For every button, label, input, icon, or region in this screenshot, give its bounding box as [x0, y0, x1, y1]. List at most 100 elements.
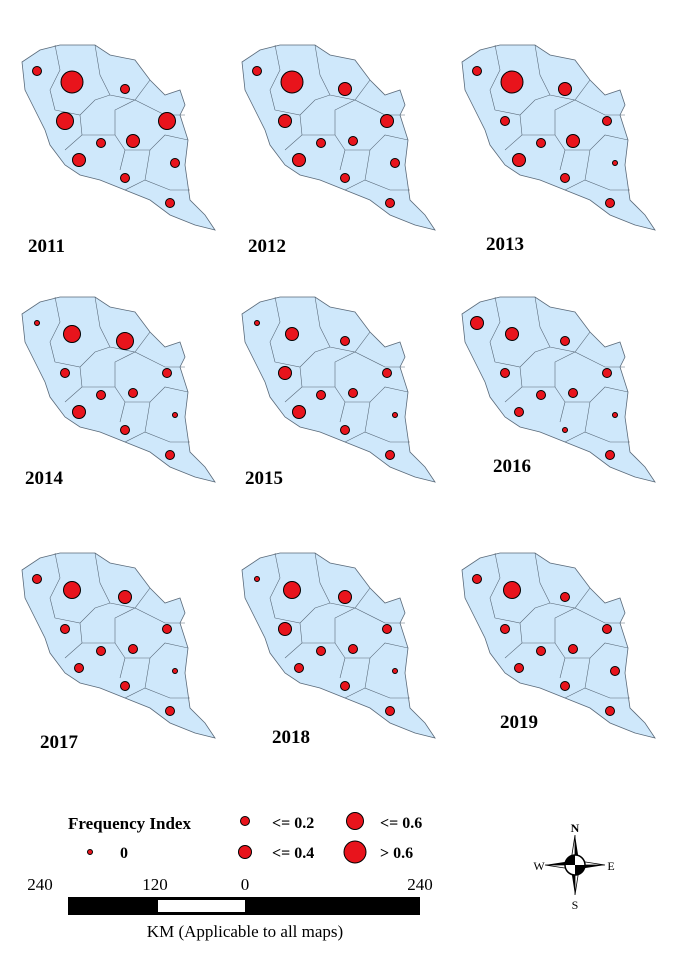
frequency-symbol: [338, 82, 352, 96]
frequency-symbol: [340, 173, 350, 183]
frequency-symbol: [96, 646, 106, 656]
frequency-symbol: [385, 450, 395, 460]
frequency-symbol: [338, 590, 352, 604]
scale-label: 0: [241, 875, 250, 894]
frequency-symbol: [605, 450, 615, 460]
frequency-symbol: [120, 84, 130, 94]
year-label: 2014: [25, 468, 64, 489]
frequency-symbol: [348, 388, 358, 398]
frequency-symbol: [382, 624, 392, 634]
frequency-symbol: [602, 624, 612, 634]
frequency-symbol: [560, 336, 570, 346]
frequency-symbol: [558, 82, 572, 96]
frequency-symbol: [120, 173, 130, 183]
scale-caption: KM (Applicable to all maps): [147, 922, 343, 941]
frequency-symbol: [120, 425, 130, 435]
compass-label: N: [571, 821, 580, 835]
frequency-symbol: [72, 153, 86, 167]
frequency-symbol: [610, 666, 620, 676]
frequency-symbol: [294, 663, 304, 673]
legend-symbol: [238, 845, 252, 859]
frequency-symbol: [340, 425, 350, 435]
frequency-symbol: [254, 576, 260, 582]
map-panel: 2015: [241, 296, 436, 489]
frequency-symbol: [385, 706, 395, 716]
year-label: 2013: [486, 234, 524, 255]
frequency-symbol: [348, 644, 358, 654]
basemap: [21, 552, 216, 739]
legend-symbol: [346, 812, 364, 830]
frequency-symbol: [165, 198, 175, 208]
frequency-symbol: [612, 160, 618, 166]
frequency-symbol: [32, 574, 42, 584]
basemap: [21, 296, 216, 483]
frequency-symbol: [63, 581, 81, 599]
year-label: 2012: [248, 236, 286, 257]
year-label: 2019: [500, 712, 538, 733]
frequency-symbol: [500, 624, 510, 634]
frequency-symbol: [254, 320, 260, 326]
frequency-symbol: [505, 327, 519, 341]
frequency-symbol: [60, 70, 84, 94]
frequency-symbol: [278, 114, 292, 128]
year-label: 2011: [28, 236, 65, 257]
frequency-symbol: [316, 390, 326, 400]
map-panel: 2017: [21, 552, 216, 753]
frequency-symbol: [128, 388, 138, 398]
frequency-symbol: [612, 412, 618, 418]
basemap: [241, 552, 436, 739]
scale-bar-segment: [158, 900, 245, 912]
frequency-symbol: [128, 644, 138, 654]
map-panel: 2011: [21, 44, 216, 257]
frequency-symbol: [72, 405, 86, 419]
frequency-symbol: [382, 368, 392, 378]
map-panel: 2012: [241, 44, 436, 257]
frequency-symbol: [170, 158, 180, 168]
year-label: 2017: [40, 732, 79, 753]
frequency-symbol: [56, 112, 74, 130]
frequency-symbol: [165, 706, 175, 716]
frequency-symbol: [536, 646, 546, 656]
frequency-symbol: [278, 622, 292, 636]
frequency-symbol: [560, 681, 570, 691]
compass-label: S: [572, 898, 579, 912]
frequency-symbol: [96, 390, 106, 400]
map-panel: 2013: [461, 44, 656, 255]
compass-label: E: [607, 859, 614, 873]
frequency-symbol: [472, 66, 482, 76]
frequency-symbol: [566, 134, 580, 148]
year-label: 2018: [272, 727, 310, 748]
frequency-symbol: [34, 320, 40, 326]
scale-label: 120: [142, 875, 168, 894]
frequency-symbol: [252, 66, 262, 76]
frequency-symbol: [120, 681, 130, 691]
frequency-symbol: [158, 112, 176, 130]
compass-label: W: [533, 859, 545, 873]
map-panel: 2014: [21, 296, 216, 489]
frequency-symbol: [568, 644, 578, 654]
frequency-symbol: [602, 116, 612, 126]
frequency-symbol: [116, 332, 134, 350]
frequency-symbol: [96, 138, 106, 148]
frequency-symbol: [514, 407, 524, 417]
legend-title: Frequency Index: [68, 814, 191, 833]
basemap: [461, 552, 656, 739]
frequency-symbol: [500, 368, 510, 378]
basemap: [461, 44, 656, 231]
legend-label: <= 0.4: [272, 845, 314, 862]
frequency-symbol: [126, 134, 140, 148]
compass: N S E W: [533, 821, 614, 912]
basemap: [241, 296, 436, 483]
legend-label: <= 0.6: [380, 815, 422, 832]
basemap: [241, 44, 436, 231]
frequency-symbol: [560, 173, 570, 183]
frequency-symbol: [503, 581, 521, 599]
frequency-symbol: [512, 153, 526, 167]
basemap: [461, 296, 656, 483]
frequency-symbol: [500, 116, 510, 126]
frequency-symbol: [568, 388, 578, 398]
frequency-symbol: [316, 138, 326, 148]
frequency-symbol: [348, 136, 358, 146]
frequency-symbol: [605, 198, 615, 208]
frequency-symbol: [380, 114, 394, 128]
